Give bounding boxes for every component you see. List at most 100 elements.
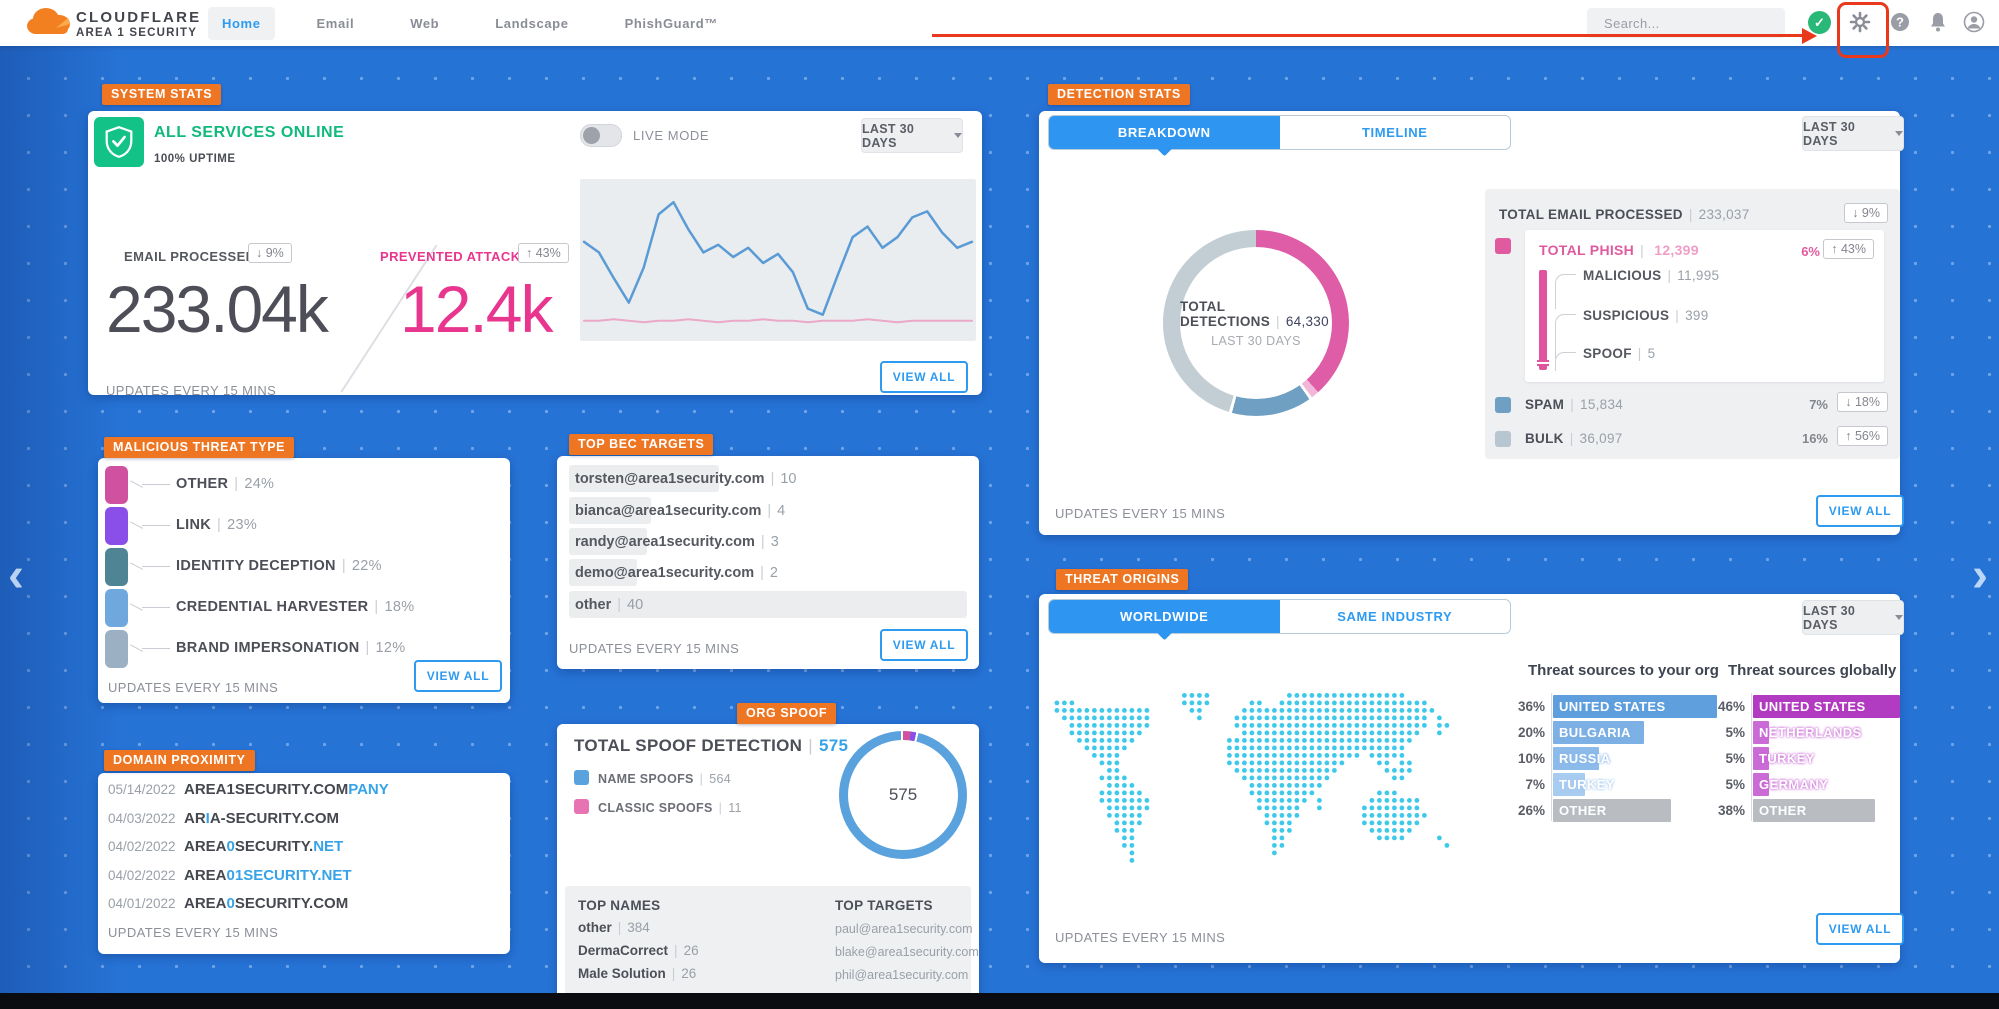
view-all-button[interactable]: VIEW ALL: [880, 361, 968, 393]
top-name-row: DermaCorrect | 26: [578, 943, 699, 958]
carousel-prev-chevron[interactable]: ‹: [8, 549, 24, 602]
threat-source-bar: OTHER: [1753, 798, 1875, 822]
line-chart-svg: [582, 200, 974, 324]
tab-same-industry[interactable]: SAME INDUSTRY: [1337, 609, 1453, 624]
range-label: LAST 30 DAYS: [862, 121, 915, 150]
nav-tab-phishguard[interactable]: PhishGuard™: [624, 15, 718, 31]
view-all-button[interactable]: VIEW ALL: [1816, 495, 1904, 527]
top-name-row: Male Solution | 26: [578, 966, 697, 981]
spam-swatch: [1495, 397, 1511, 413]
nav-tabs: Home Email Web Landscape PhishGuard™: [208, 0, 732, 46]
phish-delta-badge: ↑ 43%: [1823, 239, 1874, 259]
spoof-donut-chart: 575: [839, 731, 967, 859]
range-dropdown[interactable]: LAST 30 DAYS: [861, 118, 963, 153]
threat-source-row: 5% GERMANY: [1713, 771, 1900, 797]
threat-type-row: BRAND IMPERSONATION | 12%: [98, 630, 510, 668]
range-dropdown[interactable]: LAST 30 DAYS: [1802, 116, 1904, 151]
dot-map-svg: [1054, 693, 1450, 863]
annotation-highlight-box: [1837, 2, 1889, 58]
email-volume-line-chart: [580, 179, 976, 341]
malicious-threat-type-card: OTHER | 24% LINK | 23% IDENTITY DECEPTION | 22…: [98, 458, 510, 703]
updates-note: UPDATES EVERY 15 MINS: [1055, 506, 1226, 521]
live-mode-label: LIVE MODE: [633, 128, 710, 143]
threat-type-label: LINK | 23%: [176, 517, 258, 533]
uptime-label: 100% UPTIME: [154, 153, 236, 165]
system-stats-card: ALL SERVICES ONLINE 100% UPTIME LIVE MOD…: [88, 111, 982, 398]
highlight-pill: [569, 559, 637, 586]
domain-row: 04/02/2022 AREA0SECURITY.NET: [108, 838, 344, 855]
bec-target-row: torsten@area1security.com | 10: [569, 464, 967, 494]
toggle-knob: [583, 127, 600, 144]
total-email-delta-badge: ↓ 9%: [1844, 203, 1888, 223]
domain-row: 04/02/2022 AREA01SECURITY.NET: [108, 867, 352, 884]
connector: [142, 607, 170, 608]
carousel-next-chevron[interactable]: ›: [1972, 549, 1988, 602]
domain-part: AREA: [184, 838, 227, 855]
prevented-attacks-value: 12.4k: [400, 272, 553, 346]
threat-origins-card: WORLDWIDE SAME INDUSTRY LAST 30 DAYS Thr…: [1039, 594, 1904, 963]
threat-source-bar: RUSSIA: [1553, 746, 1610, 770]
view-all-button[interactable]: VIEW ALL: [414, 660, 502, 692]
notifications-bell-icon[interactable]: [1926, 10, 1950, 34]
threat-source-label: TURKEY: [1759, 750, 1815, 766]
view-all-button[interactable]: VIEW ALL: [1816, 913, 1904, 945]
account-user-icon[interactable]: [1962, 10, 1986, 34]
threat-source-label: OTHER: [1559, 802, 1607, 818]
world-dot-map: [1046, 692, 1476, 877]
threat-type-label: BRAND IMPERSONATION | 12%: [176, 640, 406, 656]
annotation-arrow-head: [1802, 28, 1817, 44]
threat-source-bar: TURKEY: [1753, 746, 1814, 770]
bec-target: bianca@area1security.com | 4: [575, 503, 786, 519]
donut-center-sub: LAST 30 DAYS: [1211, 333, 1301, 348]
swatch: [574, 799, 589, 814]
nav-tab-home[interactable]: Home: [208, 6, 275, 40]
live-mode-toggle[interactable]: [580, 124, 622, 147]
threat-source-row: 10% RUSSIA: [1513, 745, 1717, 771]
swatch: [574, 770, 589, 785]
bec-target: randy@area1security.com | 3: [575, 534, 779, 550]
brand-name: CLOUDFLARE: [76, 9, 202, 26]
bulk-swatch: [1495, 431, 1511, 447]
donut-center-label: TOTAL DETECTIONS | 64,330: [1180, 298, 1329, 329]
domain-part: PANY: [348, 781, 389, 798]
updates-note: UPDATES EVERY 15 MINS: [569, 641, 740, 656]
swatch: [105, 507, 128, 545]
threat-source-pct: 10%: [1517, 750, 1545, 766]
domain-proximity-tag: DOMAIN PROXIMITY: [104, 750, 255, 771]
range-label: LAST 30 DAYS: [1803, 119, 1856, 148]
domain-row: 04/03/2022 ARIA-SECURITY.COM: [108, 810, 340, 827]
bulk-pct: 16%: [1801, 431, 1828, 446]
domain-row: 04/01/2022 AREA0SECURITY.COM: [108, 895, 349, 912]
connector: [142, 566, 170, 567]
search-box[interactable]: [1587, 8, 1785, 38]
threat-source-bar: NETHERLANDS: [1753, 720, 1861, 744]
tab-timeline[interactable]: TIMELINE: [1362, 125, 1428, 140]
search-input[interactable]: [1602, 14, 1782, 32]
highlight-pill: [569, 497, 651, 524]
email-processed-value: 233.04k: [106, 272, 329, 346]
phish-child-row: MALICIOUS | 11,995: [1583, 268, 1720, 283]
nav-tab-email[interactable]: Email: [316, 15, 355, 31]
domain-part: 01SECURITY.NET: [226, 867, 352, 884]
domain-part: I: [205, 810, 210, 827]
email-processed-label: EMAIL PROCESSED: [124, 249, 256, 264]
total-phish-row: TOTAL PHISH | 12,399: [1539, 242, 1699, 258]
help-icon[interactable]: ?: [1888, 10, 1912, 34]
threat-source-label: UNITED STATES: [1559, 698, 1666, 714]
nav-tab-landscape[interactable]: Landscape: [495, 15, 569, 31]
nav-tab-web[interactable]: Web: [410, 15, 440, 31]
threat-source-bar: UNITED STATES: [1553, 694, 1717, 718]
threat-source-label: TURKEY: [1559, 776, 1615, 792]
connector: [1555, 352, 1576, 371]
threat-origins-tabs: WORLDWIDE SAME INDUSTRY: [1048, 599, 1511, 641]
view-all-button[interactable]: VIEW ALL: [880, 629, 968, 661]
threat-type-label: CREDENTIAL HARVESTER | 18%: [176, 599, 415, 615]
legend-item: NAME SPOOFS | 564: [574, 770, 731, 786]
range-dropdown[interactable]: LAST 30 DAYS: [1802, 600, 1904, 635]
connector: [1555, 314, 1576, 359]
domain-part: 0: [226, 838, 235, 855]
gear-icon[interactable]: [1848, 10, 1872, 34]
org-sources-header: Threat sources to your org: [1528, 662, 1719, 679]
threat-source-bar: BULGARIA: [1553, 720, 1644, 744]
